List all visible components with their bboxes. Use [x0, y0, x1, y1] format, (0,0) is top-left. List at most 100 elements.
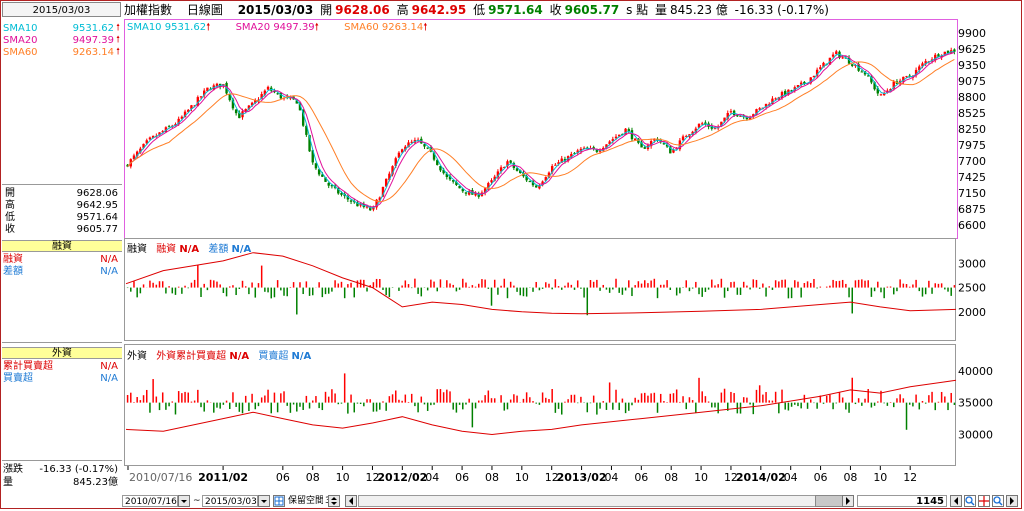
candle-body [736, 115, 739, 117]
candle-body [860, 71, 864, 73]
candle-body [337, 187, 340, 194]
candle-body [148, 137, 152, 140]
zoom-out-icon[interactable] [992, 495, 1004, 507]
horizontal-scrollbar[interactable] [358, 495, 843, 507]
x-tick-label: 2014/02 [736, 471, 786, 484]
legend-sma10-value: 9531.62 [164, 22, 207, 33]
foreign-cumulative-line [125, 379, 957, 436]
candle-body [231, 99, 235, 109]
candle-body [206, 87, 209, 92]
left-sma10-name: SMA10 [3, 23, 38, 34]
candle-body [167, 126, 171, 128]
candle-body [953, 49, 956, 52]
candle-body [305, 125, 308, 135]
x-tick-label: 08 [306, 471, 320, 484]
header-volume-value: 845.23 億 [670, 3, 728, 17]
candle-body [649, 141, 653, 147]
zoom-in-icon[interactable] [964, 495, 976, 507]
candle-body [257, 99, 260, 101]
candle-body [445, 173, 449, 177]
left-divider [2, 342, 122, 343]
left-foreign-cum-value: N/A [100, 361, 118, 372]
candle-body [381, 187, 385, 197]
bottom-toolbar: 2010/07/16 ~ 2015/03/03 保留空間 3 1145 [122, 493, 1022, 509]
end-date-dropdown-icon[interactable] [258, 495, 270, 507]
legend-sma20-name: SMA20 [235, 22, 271, 33]
header-volume-label: 量 [654, 3, 667, 17]
candle-body [509, 160, 512, 163]
x-tick-label: 04 [604, 471, 618, 484]
up-arrow-icon: 🠕 [423, 22, 428, 33]
sma20-line [127, 51, 955, 208]
keep-space-stepper-icon[interactable] [328, 495, 340, 507]
candle-body [254, 100, 257, 104]
foreign-legend-title: 外資 [127, 351, 147, 362]
foreign-chart-svg: 40000 35000 30000 [125, 365, 993, 442]
x-tick-label: 10 [873, 471, 887, 484]
end-date-input[interactable]: 2015/03/03 [202, 495, 258, 507]
candle-body [755, 109, 758, 115]
candle-body [295, 100, 298, 104]
margin-pane[interactable] [124, 238, 956, 341]
candle-body [311, 150, 314, 163]
candle-body [669, 146, 672, 154]
left-sma20-row: SMA20 9497.39 🠕 [3, 34, 120, 47]
price-y-tick: 6875 [958, 203, 986, 216]
scroll-right-icon[interactable] [1006, 495, 1018, 507]
up-arrow-icon: 🠕 [116, 23, 120, 33]
candle-body [867, 75, 870, 77]
candle-body [905, 76, 908, 78]
crosshair-icon[interactable] [978, 495, 990, 507]
candle-body [854, 64, 857, 66]
foreign-legend: 外資 外資累計買賣超 N/A 買賣超 N/A [127, 347, 311, 362]
candle-body [519, 170, 522, 174]
price-legend: SMA10 9531.62🠕 SMA20 9497.39🠕 SMA60 9263… [127, 20, 428, 37]
candle-body [525, 176, 528, 181]
start-date-input[interactable]: 2010/07/16 [122, 495, 178, 507]
x-tick-label: 2012/02 [377, 471, 427, 484]
candle-body [633, 138, 637, 141]
candle-body [790, 90, 793, 92]
candle-body [822, 62, 825, 68]
left-diff-value: N/A [100, 266, 118, 277]
candle-body [260, 94, 263, 99]
candle-body [796, 85, 800, 88]
candle-body [611, 139, 615, 142]
candle-body [598, 150, 602, 152]
scrollbar-thumb[interactable] [815, 495, 843, 507]
candle-body [940, 55, 943, 58]
left-margin-header: 融資 [2, 240, 122, 252]
candle-body [653, 138, 656, 141]
foreign-pane[interactable] [124, 344, 956, 466]
x-tick-label: 08 [664, 471, 678, 484]
foreign-legend-a-name: 外資累計買賣超 [156, 351, 227, 362]
candle-body [681, 136, 685, 141]
candle-body [745, 117, 749, 120]
candle-body [554, 164, 557, 166]
candle-body [723, 117, 726, 122]
left-diff-label: 差額 [3, 266, 23, 277]
candle-body [349, 200, 353, 202]
candle-body [579, 148, 583, 152]
candle-body [369, 207, 372, 211]
legend-sma60-name: SMA60 [344, 22, 379, 33]
index-title: 加權指數 [124, 3, 173, 17]
keep-space-label: 保留空間 [288, 496, 325, 506]
candle-body [464, 192, 468, 194]
left-low-label: 低 [5, 212, 15, 223]
candle-body [493, 176, 496, 181]
foreign-legend-a-value: N/A [229, 351, 250, 362]
candle-body [276, 93, 279, 95]
scroll-left-icon[interactable] [345, 495, 357, 507]
candle-body [643, 147, 646, 149]
start-date-dropdown-icon[interactable] [178, 495, 190, 507]
sma60-line [127, 58, 955, 203]
header-low-label: 低 [473, 3, 486, 17]
scroll-left-icon[interactable] [950, 495, 962, 507]
x-tick-label: 12 [365, 471, 379, 484]
grid-icon[interactable] [273, 495, 285, 507]
candle-body [139, 148, 142, 153]
scroll-right-icon[interactable] [842, 495, 854, 507]
price-chart-svg: 9900 9625 9350 9075 8800 8525 8250 7975 7700 7425… [126, 27, 986, 232]
